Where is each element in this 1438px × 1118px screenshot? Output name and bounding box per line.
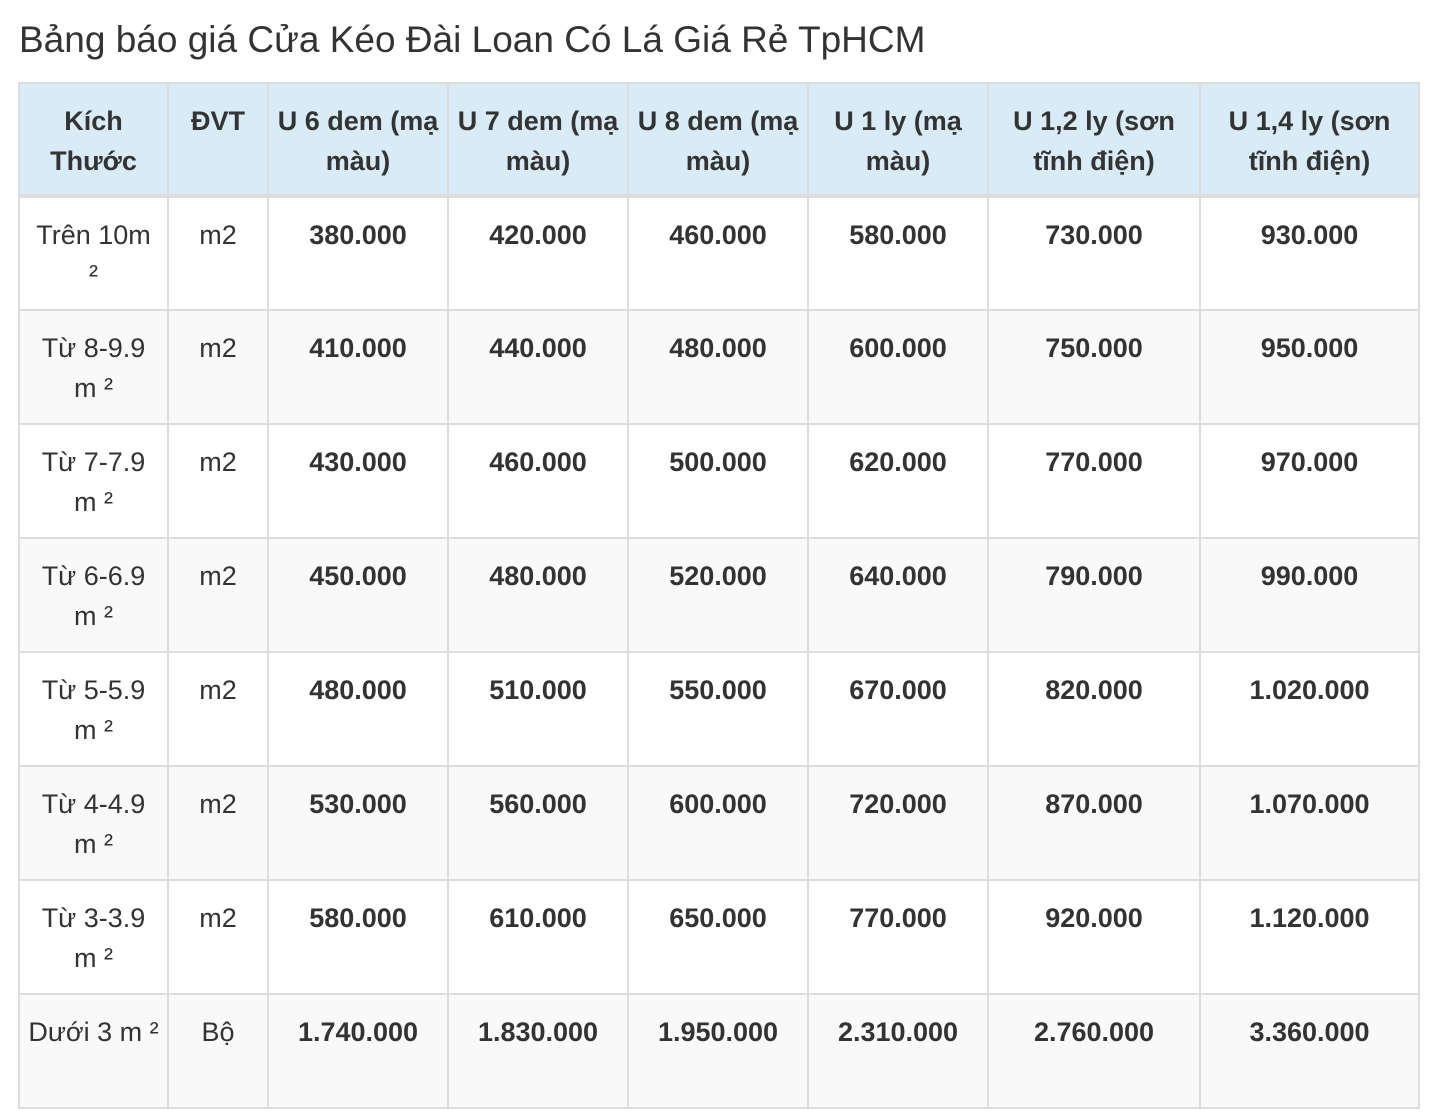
cell-unit: m2: [167, 879, 269, 995]
cell-u6: 410.000: [267, 309, 449, 425]
cell-size: Từ 6-6.9 m ²: [18, 537, 169, 653]
cell-u1: 720.000: [807, 765, 989, 881]
cell-unit: m2: [167, 423, 269, 539]
cell-u1: 620.000: [807, 423, 989, 539]
header-u12: U 1,2 ly (sơn tĩnh điện): [987, 82, 1201, 198]
cell-u6: 1.740.000: [267, 993, 449, 1109]
header-u6: U 6 dem (mạ màu): [267, 82, 449, 198]
page-title: Bảng báo giá Cửa Kéo Đài Loan Có Lá Giá …: [19, 19, 926, 60]
cell-u14: 3.360.000: [1199, 993, 1420, 1109]
price-table: Kích Thước ĐVT U 6 dem (mạ màu) U 7 dem …: [18, 82, 1420, 1109]
cell-u12: 730.000: [987, 195, 1201, 311]
cell-u12: 820.000: [987, 651, 1201, 767]
cell-unit: Bộ: [167, 993, 269, 1109]
cell-u1: 600.000: [807, 309, 989, 425]
cell-u8: 550.000: [627, 651, 809, 767]
cell-u8: 650.000: [627, 879, 809, 995]
header-u7: U 7 dem (mạ màu): [447, 82, 629, 198]
cell-u7: 460.000: [447, 423, 629, 539]
cell-u6: 430.000: [267, 423, 449, 539]
cell-u14: 1.120.000: [1199, 879, 1420, 995]
header-size: Kích Thước: [18, 82, 169, 198]
cell-u14: 1.020.000: [1199, 651, 1420, 767]
cell-size: Từ 4-4.9 m ²: [18, 765, 169, 881]
cell-u12: 770.000: [987, 423, 1201, 539]
cell-u12: 920.000: [987, 879, 1201, 995]
cell-u14: 970.000: [1199, 423, 1420, 539]
cell-unit: m2: [167, 537, 269, 653]
cell-unit: m2: [167, 195, 269, 311]
cell-size: Từ 3-3.9 m ²: [18, 879, 169, 995]
table-row: Trên 10m ² m2 380.000 420.000 460.000 580.000…: [18, 195, 1420, 311]
cell-size: Trên 10m ²: [18, 195, 169, 311]
cell-size: Từ 7-7.9 m ²: [18, 423, 169, 539]
cell-unit: m2: [167, 765, 269, 881]
cell-u1: 670.000: [807, 651, 989, 767]
cell-u14: 930.000: [1199, 195, 1420, 311]
cell-u7: 510.000: [447, 651, 629, 767]
cell-u8: 500.000: [627, 423, 809, 539]
table-row: Từ 7-7.9 m ² m2 430.000 460.000 500.000 620.0…: [18, 423, 1420, 539]
cell-u8: 1.950.000: [627, 993, 809, 1109]
table-row: Từ 3-3.9 m ² m2 580.000 610.000 650.000 770.0…: [18, 879, 1420, 995]
table-row: Từ 5-5.9 m ² m2 480.000 510.000 550.000 670.0…: [18, 651, 1420, 767]
cell-u7: 480.000: [447, 537, 629, 653]
cell-u1: 2.310.000: [807, 993, 989, 1109]
cell-u7: 1.830.000: [447, 993, 629, 1109]
cell-u6: 480.000: [267, 651, 449, 767]
cell-u12: 2.760.000: [987, 993, 1201, 1109]
cell-size: Từ 8-9.9 m ²: [18, 309, 169, 425]
cell-u14: 990.000: [1199, 537, 1420, 653]
table-row: Dưới 3 m ² Bộ 1.740.000 1.830.000 1.950.000 2…: [18, 993, 1420, 1109]
cell-u6: 530.000: [267, 765, 449, 881]
cell-u6: 450.000: [267, 537, 449, 653]
header-u14: U 1,4 ly (sơn tĩnh điện): [1199, 82, 1420, 198]
cell-u12: 750.000: [987, 309, 1201, 425]
cell-size: Dưới 3 m ²: [18, 993, 169, 1109]
cell-u1: 770.000: [807, 879, 989, 995]
cell-u7: 560.000: [447, 765, 629, 881]
cell-u7: 420.000: [447, 195, 629, 311]
cell-u8: 600.000: [627, 765, 809, 881]
header-u8: U 8 dem (mạ màu): [627, 82, 809, 198]
cell-u8: 520.000: [627, 537, 809, 653]
cell-u1: 580.000: [807, 195, 989, 311]
cell-u14: 950.000: [1199, 309, 1420, 425]
cell-u6: 580.000: [267, 879, 449, 995]
cell-u8: 460.000: [627, 195, 809, 311]
header-u1: U 1 ly (mạ màu): [807, 82, 989, 198]
table-row: Từ 6-6.9 m ² m2 450.000 480.000 520.000 640.0…: [18, 537, 1420, 653]
table-header-row: Kích Thước ĐVT U 6 dem (mạ màu) U 7 dem …: [18, 82, 1420, 198]
cell-u12: 790.000: [987, 537, 1201, 653]
cell-u7: 610.000: [447, 879, 629, 995]
cell-u14: 1.070.000: [1199, 765, 1420, 881]
cell-u6: 380.000: [267, 195, 449, 311]
cell-u12: 870.000: [987, 765, 1201, 881]
header-unit: ĐVT: [167, 82, 269, 198]
cell-u7: 440.000: [447, 309, 629, 425]
table-row: Từ 4-4.9 m ² m2 530.000 560.000 600.000 720.0…: [18, 765, 1420, 881]
table-row: Từ 8-9.9 m ² m2 410.000 440.000 480.000 600.0…: [18, 309, 1420, 425]
cell-unit: m2: [167, 651, 269, 767]
cell-unit: m2: [167, 309, 269, 425]
cell-u8: 480.000: [627, 309, 809, 425]
cell-u1: 640.000: [807, 537, 989, 653]
cell-size: Từ 5-5.9 m ²: [18, 651, 169, 767]
